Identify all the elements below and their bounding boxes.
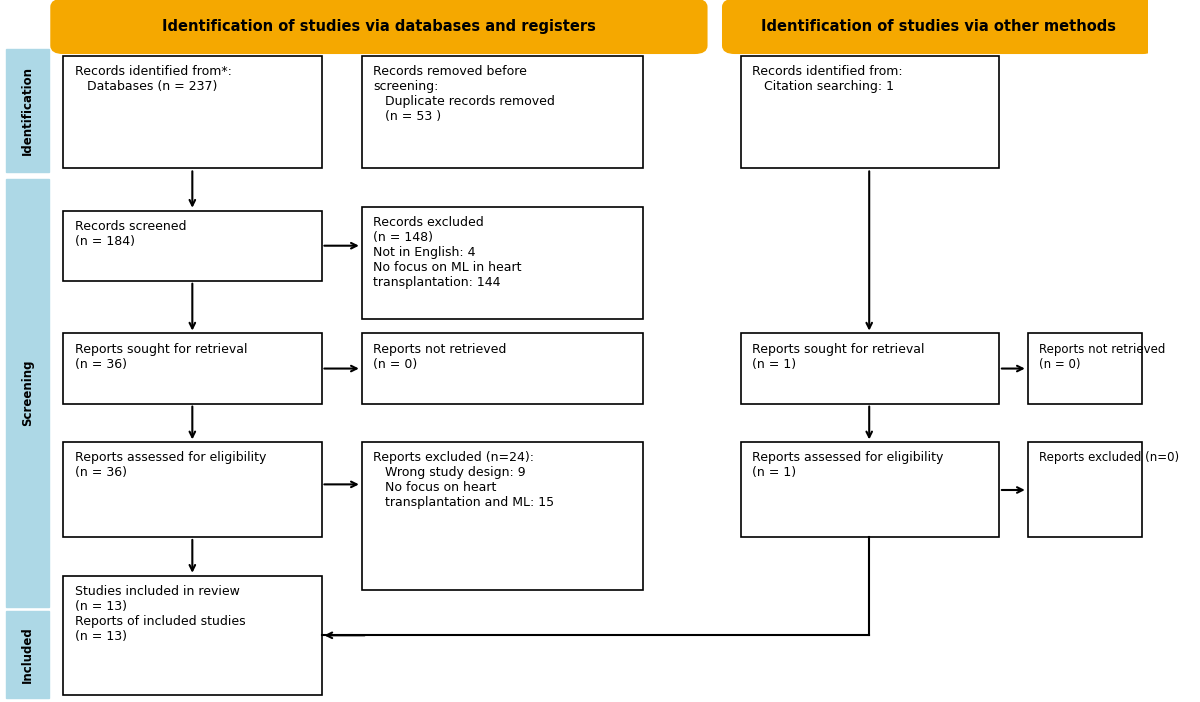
Text: Identification: Identification (22, 66, 34, 155)
Text: Screening: Screening (22, 360, 34, 426)
Text: Reports assessed for eligibility
(n = 36): Reports assessed for eligibility (n = 36… (74, 451, 266, 479)
Text: Reports assessed for eligibility
(n = 1): Reports assessed for eligibility (n = 1) (752, 451, 943, 479)
FancyBboxPatch shape (64, 576, 322, 695)
FancyBboxPatch shape (64, 211, 322, 281)
Text: Records excluded
(n = 148)
Not in English: 4
No focus on ML in heart
transplanta: Records excluded (n = 148) Not in Englis… (373, 216, 522, 289)
FancyBboxPatch shape (740, 333, 998, 404)
FancyBboxPatch shape (6, 611, 49, 698)
FancyBboxPatch shape (6, 49, 49, 172)
FancyBboxPatch shape (64, 56, 322, 168)
FancyBboxPatch shape (361, 207, 643, 319)
Text: Records screened
(n = 184): Records screened (n = 184) (74, 220, 186, 248)
Text: Reports sought for retrieval
(n = 36): Reports sought for retrieval (n = 36) (74, 343, 247, 371)
Text: Reports excluded (n=0): Reports excluded (n=0) (1039, 451, 1180, 465)
Text: Studies included in review
(n = 13)
Reports of included studies
(n = 13): Studies included in review (n = 13) Repo… (74, 585, 245, 643)
FancyBboxPatch shape (1027, 333, 1142, 404)
Text: Reports sought for retrieval
(n = 1): Reports sought for retrieval (n = 1) (752, 343, 924, 371)
Text: Reports not retrieved
(n = 0): Reports not retrieved (n = 0) (373, 343, 506, 371)
FancyBboxPatch shape (361, 442, 643, 590)
FancyBboxPatch shape (1027, 442, 1142, 537)
Text: Included: Included (22, 626, 34, 683)
FancyBboxPatch shape (6, 179, 49, 607)
FancyBboxPatch shape (361, 56, 643, 168)
Text: Identification of studies via other methods: Identification of studies via other meth… (761, 19, 1116, 34)
Text: Reports excluded (n=24):
   Wrong study design: 9
   No focus on heart
   transp: Reports excluded (n=24): Wrong study des… (373, 451, 554, 510)
FancyBboxPatch shape (361, 333, 643, 404)
FancyBboxPatch shape (64, 333, 322, 404)
Text: Records identified from*:
   Databases (n = 237): Records identified from*: Databases (n =… (74, 65, 232, 93)
Text: Records identified from:
   Citation searching: 1: Records identified from: Citation search… (752, 65, 902, 93)
FancyBboxPatch shape (740, 56, 998, 168)
FancyBboxPatch shape (724, 0, 1154, 53)
Text: Identification of studies via databases and registers: Identification of studies via databases … (162, 19, 596, 34)
Text: Records removed before
screening:
   Duplicate records removed
   (n = 53 ): Records removed before screening: Duplic… (373, 65, 556, 124)
FancyBboxPatch shape (740, 442, 998, 537)
FancyBboxPatch shape (52, 0, 706, 53)
Text: Reports not retrieved
(n = 0): Reports not retrieved (n = 0) (1039, 343, 1165, 371)
FancyBboxPatch shape (64, 442, 322, 537)
